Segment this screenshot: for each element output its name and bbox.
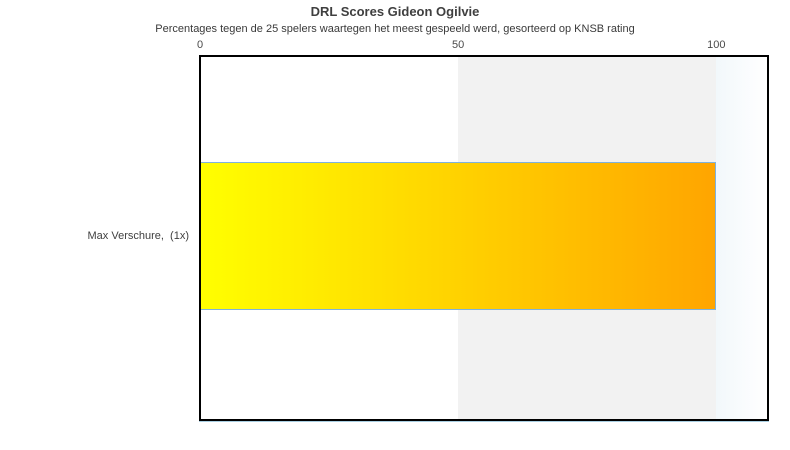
x-tick-100: 100 xyxy=(707,39,726,51)
x-axis-top: 0 50 100 xyxy=(196,39,768,53)
y-category-label-max-verschure: Max Verschure, (1x) xyxy=(87,230,189,242)
chart-subtitle: Percentages tegen de 25 spelers waartege… xyxy=(155,23,635,35)
x-tick-0: 0 xyxy=(196,39,204,51)
background-band-100-max xyxy=(715,57,767,419)
bar-max-verschure xyxy=(201,162,716,310)
bottom-axis-line xyxy=(199,421,769,422)
x-tick-50: 50 xyxy=(452,39,465,51)
plot-area xyxy=(199,55,769,421)
chart-title: DRL Scores Gideon Ogilvie xyxy=(310,4,480,19)
